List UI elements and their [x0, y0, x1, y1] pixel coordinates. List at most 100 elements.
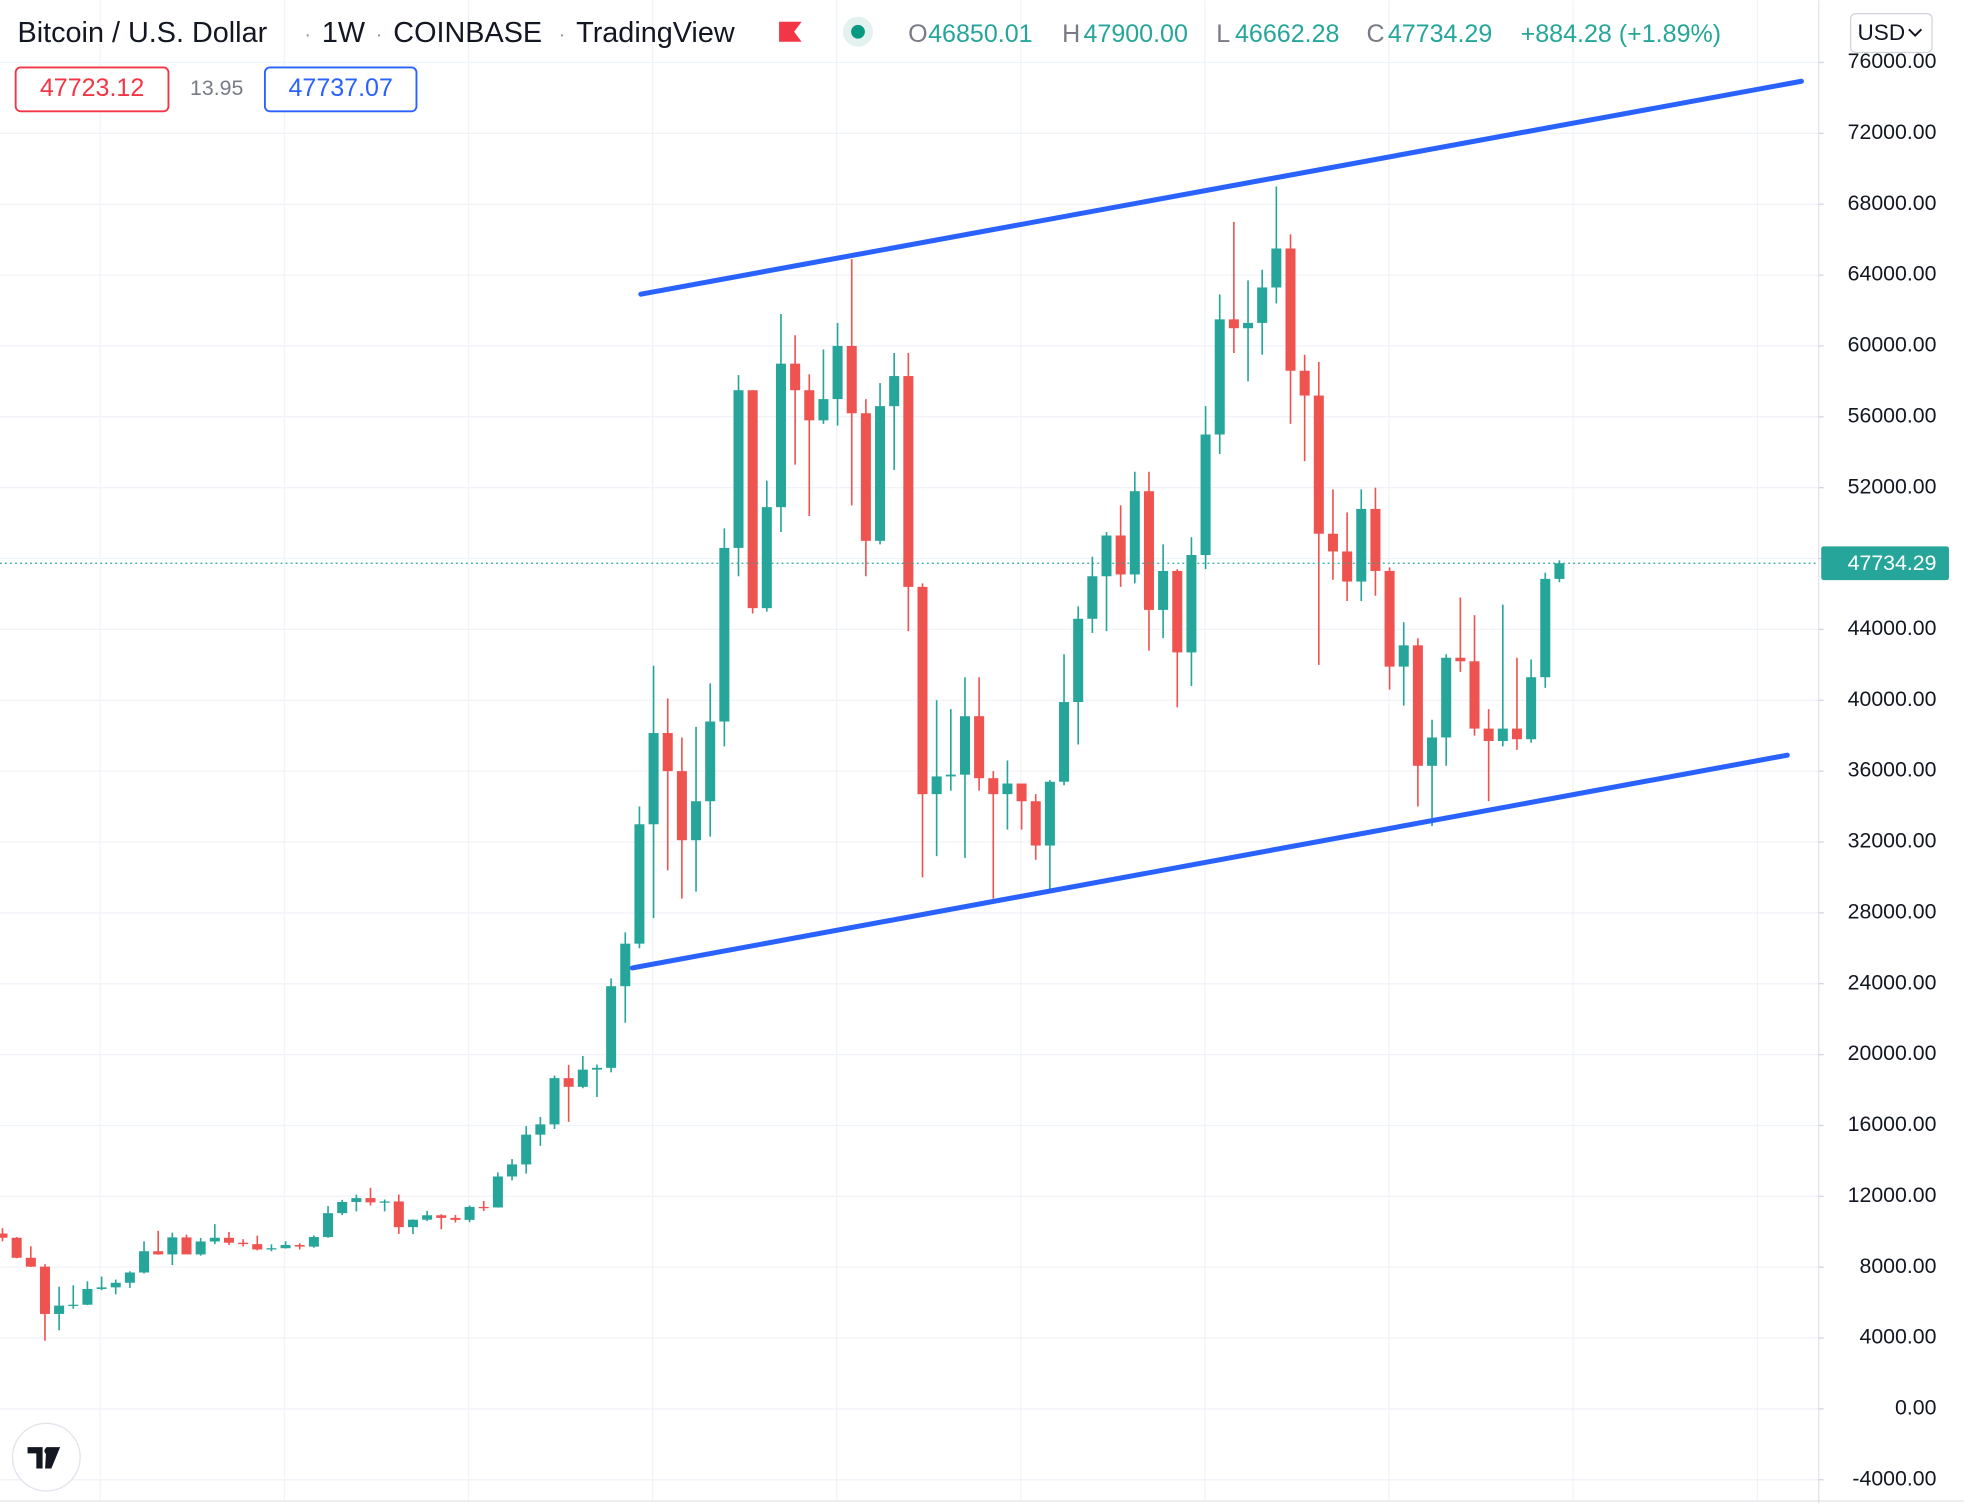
candle-body [634, 824, 645, 944]
y-tick-label: 76000.00 [1848, 49, 1937, 73]
status-dot [851, 24, 865, 39]
candle-body [492, 1176, 503, 1208]
candle-body [323, 1213, 334, 1238]
candle-body [733, 390, 744, 548]
candle-body [1285, 248, 1296, 371]
y-tick-label: 40000.00 [1848, 687, 1937, 711]
candle-body [535, 1124, 546, 1135]
y-tick-label: 32000.00 [1848, 829, 1937, 853]
exchange: COINBASE [393, 17, 542, 49]
candle-body [1313, 395, 1324, 534]
candle-body [1002, 783, 1013, 795]
candle-body [1143, 491, 1154, 610]
candle-body [1214, 319, 1225, 435]
candle-body [931, 776, 942, 795]
candle-body [1101, 535, 1112, 577]
candle-body [676, 771, 687, 841]
ohlc-value: 46850.01 [928, 20, 1032, 48]
y-tick-label: 20000.00 [1848, 1041, 1937, 1065]
ohlc-label: H [1062, 20, 1080, 48]
order-panel: 47723.12 13.95 47737.07 [14, 66, 418, 113]
candle-body [790, 363, 801, 391]
candle-body [1540, 578, 1551, 678]
candle-body [775, 363, 786, 508]
candle-body [195, 1241, 206, 1255]
y-tick-label: 12000.00 [1848, 1183, 1937, 1207]
candle-body [464, 1206, 475, 1220]
candle-body [1370, 508, 1381, 571]
candle-body [1412, 645, 1423, 766]
candle-body [167, 1237, 178, 1255]
candle-body [875, 406, 886, 541]
candle-body [507, 1164, 518, 1177]
candle-body [846, 345, 857, 414]
candle-body [407, 1219, 418, 1228]
candle-body [1257, 287, 1268, 323]
candle-body [1073, 618, 1084, 703]
candle-body [988, 778, 999, 795]
buy-price: 47737.07 [288, 74, 392, 102]
candle-body [379, 1201, 390, 1203]
trend-line [638, 78, 1804, 297]
candle-body [365, 1198, 376, 1203]
grid [0, 0, 1819, 1502]
y-tick-label: 60000.00 [1848, 333, 1937, 357]
candle-body [1483, 728, 1494, 742]
flag-icon[interactable] [779, 21, 802, 42]
candle-body [549, 1078, 560, 1125]
candle-body [1016, 783, 1027, 802]
logo-mark [27, 1447, 61, 1469]
plot-area [0, 78, 1819, 1341]
candle-body [662, 733, 673, 772]
candle-body [1172, 570, 1183, 653]
candle-body [1469, 661, 1480, 729]
ohlc-label: C [1367, 20, 1385, 48]
y-tick-label: 44000.00 [1848, 616, 1937, 640]
sell-price: 47723.12 [40, 74, 144, 102]
buy-button[interactable] [263, 66, 418, 113]
separator: · [559, 24, 566, 46]
separator: · [304, 24, 311, 46]
spread: 13.95 [190, 76, 243, 100]
y-tick-label: 72000.00 [1848, 120, 1937, 144]
candle-body [422, 1215, 433, 1220]
ohlc-value: 46662.28 [1235, 20, 1339, 48]
candle-body [238, 1242, 249, 1245]
candle-body [705, 721, 716, 802]
header: Bitcoin / U.S. Dollar · 1W · COINBASE · … [18, 16, 1721, 49]
candle-body [747, 390, 758, 609]
platform: TradingView [576, 17, 735, 49]
candle-body [1030, 801, 1041, 846]
candle-body [903, 376, 914, 587]
candle-body [54, 1305, 65, 1314]
logo-dot [44, 1447, 51, 1455]
candle-body [1497, 728, 1508, 742]
candle-body [917, 586, 928, 795]
candle-body [11, 1237, 22, 1258]
ohlc-value: 47734.29 [1388, 20, 1492, 48]
y-tick-label: 8000.00 [1860, 1254, 1937, 1278]
candle-body [252, 1244, 263, 1250]
sell-button[interactable] [14, 66, 170, 113]
candle-body [337, 1201, 348, 1214]
ohlc-value: 47900.00 [1083, 20, 1187, 48]
y-tick-label: 4000.00 [1860, 1325, 1937, 1349]
candle-body [139, 1251, 150, 1273]
candle-body [889, 376, 900, 407]
candle-body [351, 1198, 362, 1202]
currency-selector[interactable]: USD [1850, 12, 1933, 54]
candle-body [1044, 781, 1055, 846]
candle-body [39, 1266, 50, 1314]
candle-body [1441, 657, 1452, 738]
currency-box[interactable] [1850, 12, 1933, 54]
candle-body [648, 733, 659, 825]
logo[interactable] [11, 1422, 81, 1492]
y-tick-label: 24000.00 [1848, 970, 1937, 994]
y-tick-label: 52000.00 [1848, 474, 1937, 498]
candle-body [959, 716, 970, 775]
interval[interactable]: 1W [322, 17, 366, 49]
candle-body [1115, 535, 1126, 575]
currency-label: USD [1858, 20, 1906, 45]
candle-body [96, 1287, 107, 1289]
y-tick-label: 0.00 [1895, 1396, 1936, 1420]
